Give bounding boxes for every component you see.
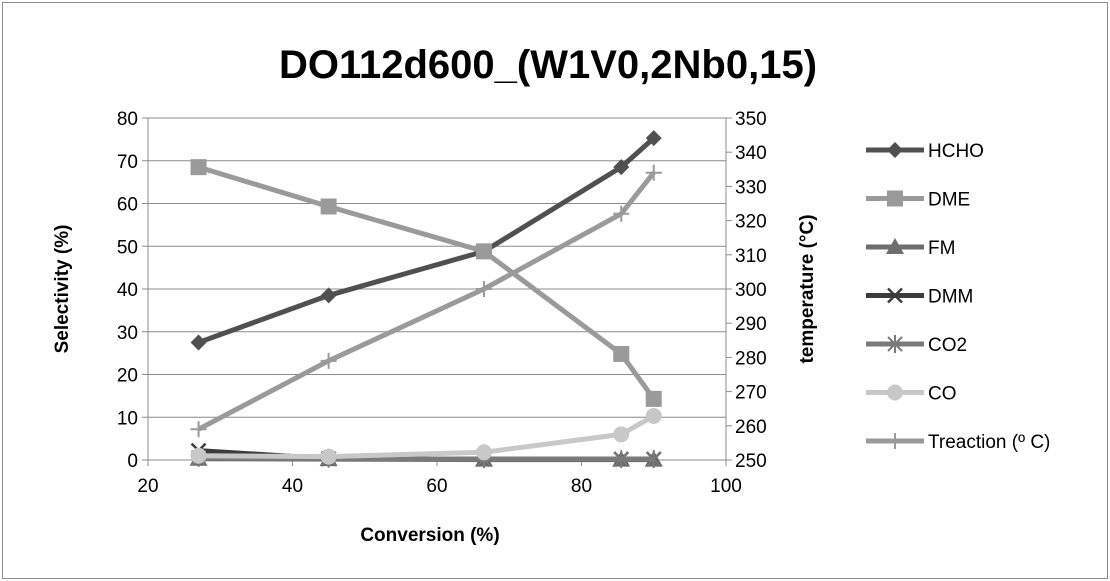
y-tick-label: 20	[117, 366, 138, 387]
series-line	[197, 171, 656, 432]
y2-tick-label: 330	[735, 177, 767, 198]
data-point	[613, 345, 630, 362]
data-point	[320, 198, 337, 215]
x-axis-title: Conversion (%)	[360, 525, 499, 546]
x-tick-label: 100	[710, 476, 742, 497]
legend-marker	[887, 287, 903, 304]
data-point	[190, 421, 207, 438]
data-point	[645, 130, 662, 147]
series-dme	[190, 159, 662, 407]
legend-label: Treaction (º C)	[928, 432, 1050, 453]
series-line	[197, 136, 656, 345]
data-point	[320, 287, 337, 304]
x-tick-label: 60	[426, 476, 447, 497]
y-tick-label: 60	[117, 195, 138, 216]
legend-entry: FM	[866, 238, 955, 259]
series-co	[190, 407, 662, 465]
x-tick-label: 40	[282, 476, 303, 497]
legend-label: CO	[928, 384, 957, 405]
y2-tick-label: 270	[735, 383, 767, 404]
data-point	[190, 447, 207, 464]
y2-tick-label: 280	[735, 348, 767, 369]
legend-label: FM	[928, 238, 955, 259]
legend-entry: HCHO	[866, 141, 984, 162]
legend-label: DMM	[928, 287, 973, 308]
legend-entry: CO2	[866, 335, 967, 356]
y2-tick-label: 290	[735, 314, 767, 335]
y2-tick-label: 300	[735, 280, 767, 301]
legend-marker	[886, 238, 904, 254]
data-point	[190, 334, 207, 351]
y-tick-label: 50	[117, 237, 138, 258]
legend-label: DME	[928, 190, 970, 211]
data-point	[613, 450, 629, 469]
legend-entry: CO	[866, 384, 957, 405]
x-tick-label: 20	[137, 476, 158, 497]
y2-tick-label: 320	[735, 212, 767, 233]
legend-marker	[887, 433, 903, 449]
axes: 0 10 20 30 40 50 60 70 80 250 260 270 280 290 300 310 32…	[117, 109, 767, 497]
y-tick-label: 80	[117, 109, 138, 130]
series-line	[197, 164, 656, 401]
legend-marker	[887, 384, 903, 401]
data-point	[320, 448, 337, 465]
y2-tick-label: 310	[735, 246, 767, 267]
data-point	[646, 450, 662, 469]
legend-label: CO2	[928, 335, 967, 356]
y2-tick-label: 260	[735, 417, 767, 438]
series-treaction-c	[190, 164, 662, 438]
chart-title: DO112d600_(W1V0,2Nb0,15)	[279, 43, 817, 87]
data-point	[475, 281, 492, 297]
y2-tick-label: 340	[735, 143, 767, 164]
data-point	[320, 352, 337, 369]
data-point	[613, 426, 630, 443]
legend-entry: DMM	[866, 287, 973, 308]
data-point	[645, 407, 662, 424]
series-line	[198, 413, 655, 460]
data-point	[645, 164, 662, 181]
y-tick-label: 10	[117, 408, 138, 429]
y-tick-label: 70	[117, 152, 138, 173]
y-tick-label: 40	[117, 280, 138, 301]
y-tick-label: 30	[117, 323, 138, 344]
y2-axis-title: temperature (°C)	[797, 214, 818, 363]
data-point	[613, 159, 630, 176]
legend-marker	[887, 142, 903, 158]
data-point	[645, 390, 662, 407]
x-tick-label: 80	[571, 476, 592, 497]
data-point	[475, 243, 492, 260]
y-tick-label: 0	[127, 451, 138, 472]
legend-marker	[887, 335, 903, 353]
legend-entry: Treaction (º C)	[866, 432, 1050, 453]
y2-tick-label: 250	[735, 451, 767, 472]
gridlines	[148, 117, 726, 418]
legend: HCHO DME FM DMM CO2 CO Treaction (º C)	[866, 141, 1050, 453]
y-axis-title: Selectivity (%)	[52, 225, 73, 354]
data-point	[613, 205, 630, 222]
series-layer	[189, 130, 663, 469]
data-point	[475, 444, 492, 461]
y2-tick-label: 350	[735, 109, 767, 130]
data-point	[190, 159, 207, 176]
legend-marker	[887, 190, 903, 207]
legend-label: HCHO	[928, 141, 984, 162]
legend-entry: DME	[866, 190, 970, 211]
